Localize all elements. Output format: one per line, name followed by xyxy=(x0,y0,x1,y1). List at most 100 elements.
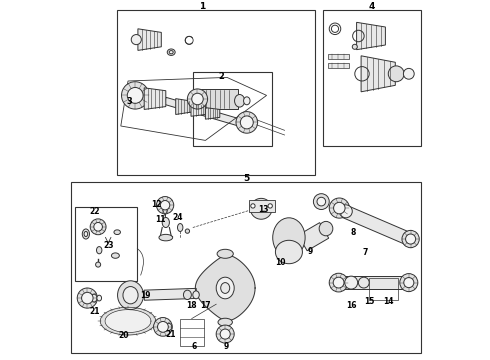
Text: 9: 9 xyxy=(223,342,229,351)
Text: 12: 12 xyxy=(151,200,162,209)
Ellipse shape xyxy=(345,276,358,289)
Bar xyxy=(369,278,398,300)
Ellipse shape xyxy=(402,230,419,248)
Ellipse shape xyxy=(157,321,169,332)
Ellipse shape xyxy=(131,35,141,45)
Text: 20: 20 xyxy=(118,331,128,340)
Ellipse shape xyxy=(235,95,245,107)
Text: 21: 21 xyxy=(89,307,100,316)
Ellipse shape xyxy=(358,277,369,288)
Text: 22: 22 xyxy=(89,207,100,216)
Ellipse shape xyxy=(111,253,120,258)
Text: 10: 10 xyxy=(275,258,286,267)
Ellipse shape xyxy=(153,318,172,336)
Ellipse shape xyxy=(166,323,171,330)
Ellipse shape xyxy=(90,219,106,235)
Ellipse shape xyxy=(334,202,345,214)
Text: 15: 15 xyxy=(364,297,374,306)
Ellipse shape xyxy=(329,198,349,218)
Ellipse shape xyxy=(388,66,404,82)
Ellipse shape xyxy=(273,218,305,257)
Bar xyxy=(328,54,349,59)
Bar xyxy=(193,72,272,146)
Ellipse shape xyxy=(404,278,414,288)
Ellipse shape xyxy=(217,249,233,258)
Ellipse shape xyxy=(82,229,90,239)
Polygon shape xyxy=(144,88,166,109)
Ellipse shape xyxy=(244,97,250,105)
Ellipse shape xyxy=(333,277,344,288)
Bar xyxy=(180,319,204,346)
Ellipse shape xyxy=(403,68,414,79)
Ellipse shape xyxy=(339,205,352,218)
Text: 5: 5 xyxy=(243,175,249,184)
Ellipse shape xyxy=(220,283,230,293)
Ellipse shape xyxy=(183,290,192,300)
Text: 1: 1 xyxy=(199,2,206,11)
Ellipse shape xyxy=(406,234,416,244)
Text: 16: 16 xyxy=(346,301,356,310)
Polygon shape xyxy=(196,255,255,321)
Ellipse shape xyxy=(251,204,255,208)
Ellipse shape xyxy=(96,262,100,267)
Ellipse shape xyxy=(400,274,418,292)
Polygon shape xyxy=(361,56,395,92)
Ellipse shape xyxy=(114,230,121,235)
Ellipse shape xyxy=(319,221,333,236)
Text: 7: 7 xyxy=(363,248,368,257)
Ellipse shape xyxy=(240,116,253,129)
Ellipse shape xyxy=(77,288,98,308)
Ellipse shape xyxy=(220,329,230,339)
Text: 21: 21 xyxy=(165,330,176,338)
Polygon shape xyxy=(191,103,205,116)
Ellipse shape xyxy=(236,112,258,133)
Ellipse shape xyxy=(268,204,272,208)
Text: 6: 6 xyxy=(191,342,196,351)
Ellipse shape xyxy=(84,231,88,237)
Polygon shape xyxy=(298,222,329,251)
Text: 11: 11 xyxy=(155,215,166,224)
Polygon shape xyxy=(164,97,243,127)
Ellipse shape xyxy=(218,318,232,326)
Bar xyxy=(117,10,315,175)
Text: 19: 19 xyxy=(141,292,151,300)
Text: 17: 17 xyxy=(200,301,211,310)
Polygon shape xyxy=(176,99,192,114)
Polygon shape xyxy=(138,29,161,50)
Ellipse shape xyxy=(97,295,101,301)
Ellipse shape xyxy=(317,197,326,206)
Ellipse shape xyxy=(192,93,203,105)
Ellipse shape xyxy=(127,87,143,103)
Text: 4: 4 xyxy=(369,2,375,11)
Bar xyxy=(323,10,421,146)
Ellipse shape xyxy=(118,281,144,310)
Ellipse shape xyxy=(329,273,348,292)
Ellipse shape xyxy=(81,292,93,304)
Ellipse shape xyxy=(216,325,234,343)
Bar xyxy=(75,207,137,281)
Ellipse shape xyxy=(94,222,102,231)
Polygon shape xyxy=(205,108,220,119)
Ellipse shape xyxy=(216,277,234,299)
Polygon shape xyxy=(248,200,274,212)
Ellipse shape xyxy=(187,89,208,109)
Ellipse shape xyxy=(352,44,357,49)
Ellipse shape xyxy=(162,217,170,228)
Text: 2: 2 xyxy=(219,72,224,81)
Ellipse shape xyxy=(177,224,183,231)
Ellipse shape xyxy=(122,82,149,109)
Ellipse shape xyxy=(167,49,175,55)
Ellipse shape xyxy=(275,240,302,264)
Polygon shape xyxy=(105,310,151,333)
Text: 24: 24 xyxy=(172,213,183,222)
Ellipse shape xyxy=(250,198,272,219)
Polygon shape xyxy=(336,203,417,247)
Polygon shape xyxy=(100,307,156,335)
Ellipse shape xyxy=(185,229,190,233)
Ellipse shape xyxy=(156,197,174,214)
Ellipse shape xyxy=(97,247,102,254)
Bar xyxy=(328,63,349,68)
Ellipse shape xyxy=(160,201,170,210)
Text: 14: 14 xyxy=(383,297,393,306)
Polygon shape xyxy=(144,288,196,300)
